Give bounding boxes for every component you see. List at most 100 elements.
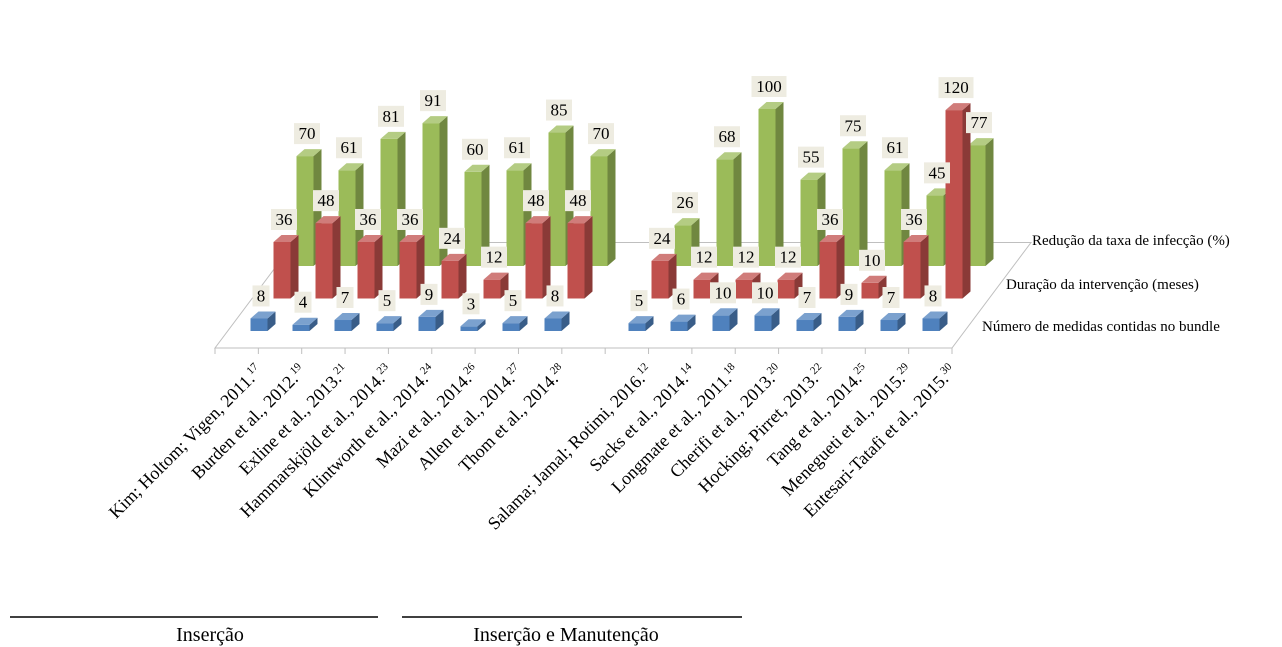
svg-text:60: 60 <box>467 140 484 159</box>
data-label: 81 <box>378 105 404 127</box>
data-label: 61 <box>504 137 530 159</box>
data-label: 36 <box>901 208 927 230</box>
chart-floor <box>214 242 1032 354</box>
bar <box>460 319 486 331</box>
data-label: 45 <box>924 162 950 184</box>
data-label: 48 <box>565 190 591 212</box>
svg-text:12: 12 <box>738 248 755 267</box>
bar <box>903 234 929 299</box>
bar <box>754 308 780 331</box>
bar <box>716 152 742 266</box>
data-label: 70 <box>294 123 320 145</box>
bar <box>376 316 402 331</box>
svg-text:36: 36 <box>402 210 419 229</box>
svg-text:81: 81 <box>383 107 400 126</box>
svg-text:55: 55 <box>803 148 820 167</box>
data-label: 8 <box>546 285 564 307</box>
data-label: 7 <box>882 287 900 309</box>
svg-text:100: 100 <box>756 77 782 96</box>
bar <box>399 234 425 299</box>
bar <box>968 138 994 266</box>
data-label: 5 <box>378 290 396 312</box>
bar <box>357 234 383 299</box>
data-label: 10 <box>859 249 885 271</box>
bar <box>880 313 906 331</box>
data-label: 91 <box>420 90 446 112</box>
series-label: Duração da intervenção (meses) <box>1006 277 1199 293</box>
svg-text:7: 7 <box>803 288 812 307</box>
svg-text:24: 24 <box>444 229 462 248</box>
bar <box>315 216 341 299</box>
bar <box>838 309 864 331</box>
svg-text:36: 36 <box>360 210 377 229</box>
bar <box>334 313 360 331</box>
svg-text:36: 36 <box>822 210 839 229</box>
data-label: 10 <box>752 282 778 304</box>
bar <box>464 164 490 266</box>
bar <box>418 309 444 331</box>
data-label: 12 <box>481 246 507 268</box>
bar <box>712 308 738 331</box>
bar <box>567 216 593 299</box>
data-label: 8 <box>252 285 270 307</box>
bar <box>670 314 696 331</box>
svg-text:8: 8 <box>551 286 560 305</box>
bar <box>842 141 868 266</box>
data-label: 7 <box>798 287 816 309</box>
svg-text:9: 9 <box>845 285 854 304</box>
group-labels: Inserção Inserção e Manutenção <box>10 616 742 646</box>
svg-text:70: 70 <box>299 124 316 143</box>
svg-text:7: 7 <box>341 288 350 307</box>
svg-text:61: 61 <box>341 138 358 157</box>
data-label: 10 <box>710 282 736 304</box>
series-label: Redução da taxa de infecção (%) <box>1032 233 1230 249</box>
svg-text:120: 120 <box>943 78 969 97</box>
data-label: 60 <box>462 138 488 160</box>
chart-bars <box>250 102 994 331</box>
data-label: 48 <box>313 190 339 212</box>
svg-text:26: 26 <box>677 193 694 212</box>
svg-text:36: 36 <box>906 210 923 229</box>
svg-text:48: 48 <box>528 191 545 210</box>
svg-text:9: 9 <box>425 285 434 304</box>
data-label: 77 <box>966 112 992 134</box>
data-label: 120 <box>938 77 974 99</box>
bar <box>628 316 654 331</box>
svg-text:Inserção e Manutenção: Inserção e Manutenção <box>473 624 658 646</box>
svg-text:5: 5 <box>509 291 518 310</box>
svg-text:8: 8 <box>929 286 938 305</box>
svg-text:36: 36 <box>276 210 293 229</box>
svg-text:12: 12 <box>696 248 713 267</box>
svg-text:61: 61 <box>509 138 526 157</box>
data-label: 4 <box>294 291 312 313</box>
data-label: 36 <box>817 208 843 230</box>
bar <box>945 103 971 299</box>
data-label: 8 <box>924 285 942 307</box>
bar <box>796 313 822 331</box>
data-label: 68 <box>714 126 740 148</box>
bar <box>502 316 528 331</box>
data-label: 9 <box>420 283 438 305</box>
svg-text:48: 48 <box>570 191 587 210</box>
series-labels: Número de medidas contidas no bundle Dura… <box>982 233 1230 335</box>
data-label: 61 <box>882 137 908 159</box>
bar <box>422 116 448 266</box>
bar <box>483 272 509 299</box>
data-label: 9 <box>840 283 858 305</box>
data-label: 36 <box>271 208 297 230</box>
data-label: 48 <box>523 190 549 212</box>
data-label: 7 <box>336 287 354 309</box>
data-labels: 7745617555100682670856160918161701203610… <box>252 76 992 315</box>
svg-text:10: 10 <box>864 251 881 270</box>
svg-text:6: 6 <box>677 290 686 309</box>
data-label: 26 <box>672 192 698 214</box>
bar <box>525 216 551 299</box>
svg-text:48: 48 <box>318 191 335 210</box>
bar <box>777 272 803 299</box>
svg-text:91: 91 <box>425 91 442 110</box>
data-label: 75 <box>840 115 866 137</box>
series-label: Número de medidas contidas no bundle <box>982 319 1220 335</box>
data-label: 24 <box>439 227 465 249</box>
bar <box>292 317 318 331</box>
